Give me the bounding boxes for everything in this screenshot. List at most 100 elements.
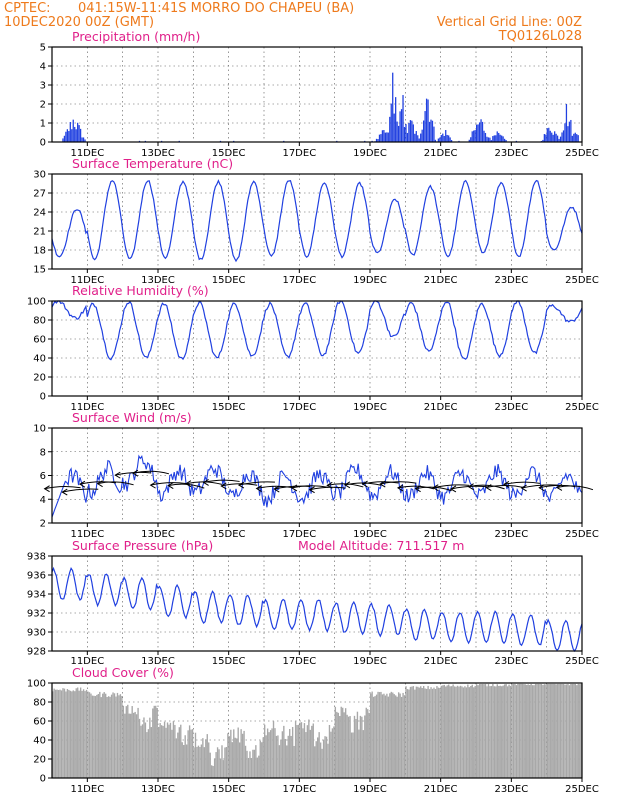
precip-bar (393, 113, 395, 142)
panel-title: Precipitation (mm/h) (72, 29, 200, 44)
y-tick-label: 10 (33, 424, 46, 435)
cloud-bar (211, 765, 213, 778)
cloud-bar (60, 690, 63, 778)
cloud-bar (523, 684, 525, 778)
precip-bar (489, 137, 491, 142)
x-tick-label: 17DEC (282, 402, 316, 413)
precip-bar (554, 131, 556, 142)
cloud-bar (181, 742, 183, 778)
cloud-bar (551, 683, 553, 778)
precip-bar (549, 130, 551, 142)
cloud-bar (514, 683, 516, 778)
cloud-bar (158, 726, 160, 778)
cloud-bar (202, 738, 204, 778)
x-tick-label: 13DEC (141, 656, 175, 667)
cloud-bar (464, 686, 466, 778)
cloud-bar (302, 728, 304, 778)
cloud-bar (187, 730, 189, 778)
x-tick-label: 21DEC (424, 529, 458, 540)
cloud-bar (149, 717, 151, 778)
wind-arrow (44, 485, 81, 490)
precip-bar (62, 138, 64, 142)
cloud-bar (580, 683, 582, 778)
x-tick-label: 13DEC (141, 148, 175, 159)
cloud-bar (209, 752, 211, 778)
y-tick-label: 60 (33, 335, 46, 346)
cloud-bar (480, 684, 482, 778)
panel-2: 0 20 40 60 80 100 11DEC 13DEC 15DEC 17DEC 19DEC 21D… (27, 283, 599, 413)
cloud-bar (240, 729, 242, 778)
y-tick-label: 2 (40, 519, 46, 530)
wind-arrow-head (449, 485, 457, 493)
cloud-bar (150, 727, 153, 778)
cloud-bar (238, 742, 241, 778)
cloud-bar (261, 742, 263, 778)
header-source: CPTEC: (4, 1, 51, 16)
wind-arrow-head (184, 480, 192, 488)
precip-bar (565, 104, 568, 142)
wind-arrow (97, 481, 134, 486)
precip-bar (551, 132, 553, 142)
cloud-bar (397, 692, 400, 778)
cloud-bar (69, 690, 72, 778)
cloud-bar (414, 689, 416, 778)
precip-bar (437, 138, 439, 142)
cloud-bar (477, 685, 479, 778)
cloud-bar (72, 690, 74, 778)
cloud-bar (342, 707, 344, 778)
cloud-bar (56, 689, 58, 778)
cloud-bar (456, 685, 459, 778)
cloud-bar (533, 685, 535, 778)
precip-bar (555, 133, 557, 142)
cloud-bar (153, 705, 155, 778)
cloud-bar (370, 693, 372, 778)
precip-bar (384, 132, 386, 142)
cloud-bar (144, 722, 147, 778)
cloud-bar (247, 757, 250, 778)
x-tick-label: 23DEC (494, 656, 528, 667)
x-tick-label: 19DEC (353, 529, 387, 540)
cloud-bar (59, 689, 61, 778)
x-tick-label: 25DEC (565, 656, 599, 667)
x-tick-label: 15DEC (212, 402, 246, 413)
cloud-bar (53, 688, 55, 778)
cloud-bar (162, 725, 164, 778)
cloud-bar (336, 711, 338, 778)
cloud-bar (221, 745, 223, 778)
wind-arrow (79, 481, 117, 485)
cloud-bar (156, 708, 158, 778)
precip-bar (545, 134, 547, 142)
cloud-bar (353, 715, 356, 778)
precip-bar (417, 135, 419, 142)
cloud-bar (65, 691, 67, 778)
precip-bar (574, 132, 576, 142)
cloud-bar (421, 687, 423, 778)
precip-bar (405, 124, 407, 142)
cloud-bar (264, 724, 266, 778)
cloud-bar (383, 693, 385, 778)
y-tick-label: 40 (33, 354, 46, 365)
cloud-bar (380, 691, 382, 778)
cloud-bar (412, 686, 415, 778)
x-tick-label: 17DEC (282, 784, 316, 795)
cloud-bar (364, 715, 366, 778)
cloud-bar (287, 735, 289, 778)
cloud-bar (196, 746, 198, 778)
wind-arrow-head (273, 485, 280, 493)
cloud-bar (258, 755, 260, 778)
wind-arrow (203, 479, 240, 483)
cloud-bar (527, 684, 529, 778)
cloud-bar (349, 716, 351, 778)
cloud-bar (97, 693, 100, 778)
cloud-bar (230, 729, 232, 778)
precip-bar (421, 129, 423, 142)
x-tick-label: 15DEC (212, 148, 246, 159)
cloud-bar (93, 695, 95, 778)
cloud-bar (75, 688, 77, 778)
cloud-bar (168, 724, 170, 778)
cloud-bar (314, 746, 316, 778)
cloud-bar (225, 746, 228, 778)
cloud-bar (365, 707, 367, 778)
cloud-bar (91, 695, 94, 778)
cloud-bar (423, 685, 425, 778)
